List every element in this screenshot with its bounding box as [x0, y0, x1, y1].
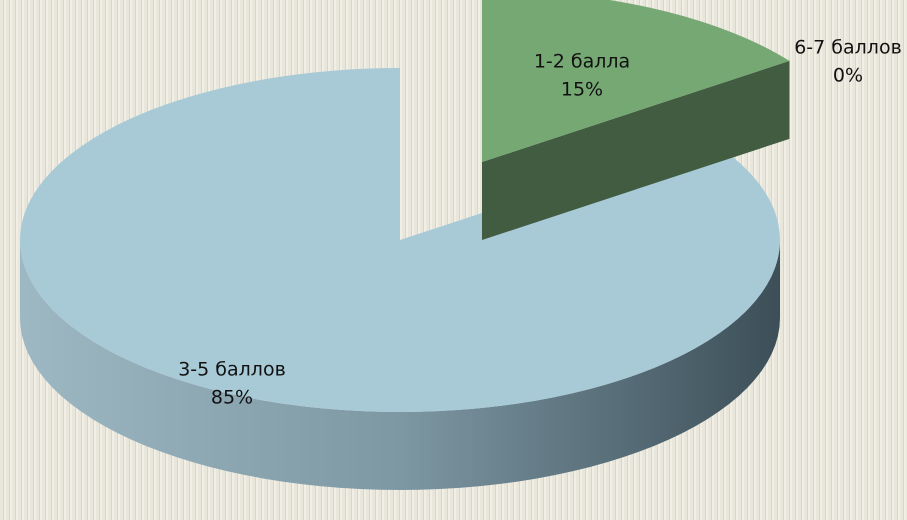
slice-wall — [482, 60, 790, 240]
slice — [20, 68, 780, 412]
slice-value-label: 15% — [561, 79, 603, 101]
slice-label: 1-2 балла — [534, 51, 630, 73]
slice-label: 6-7 баллов — [794, 37, 902, 59]
slice-label: 3-5 баллов — [178, 359, 286, 381]
slice — [482, 0, 790, 162]
slice-value-label: 0% — [833, 65, 863, 87]
slice-side — [20, 240, 780, 490]
slice-value-label: 85% — [211, 387, 253, 409]
